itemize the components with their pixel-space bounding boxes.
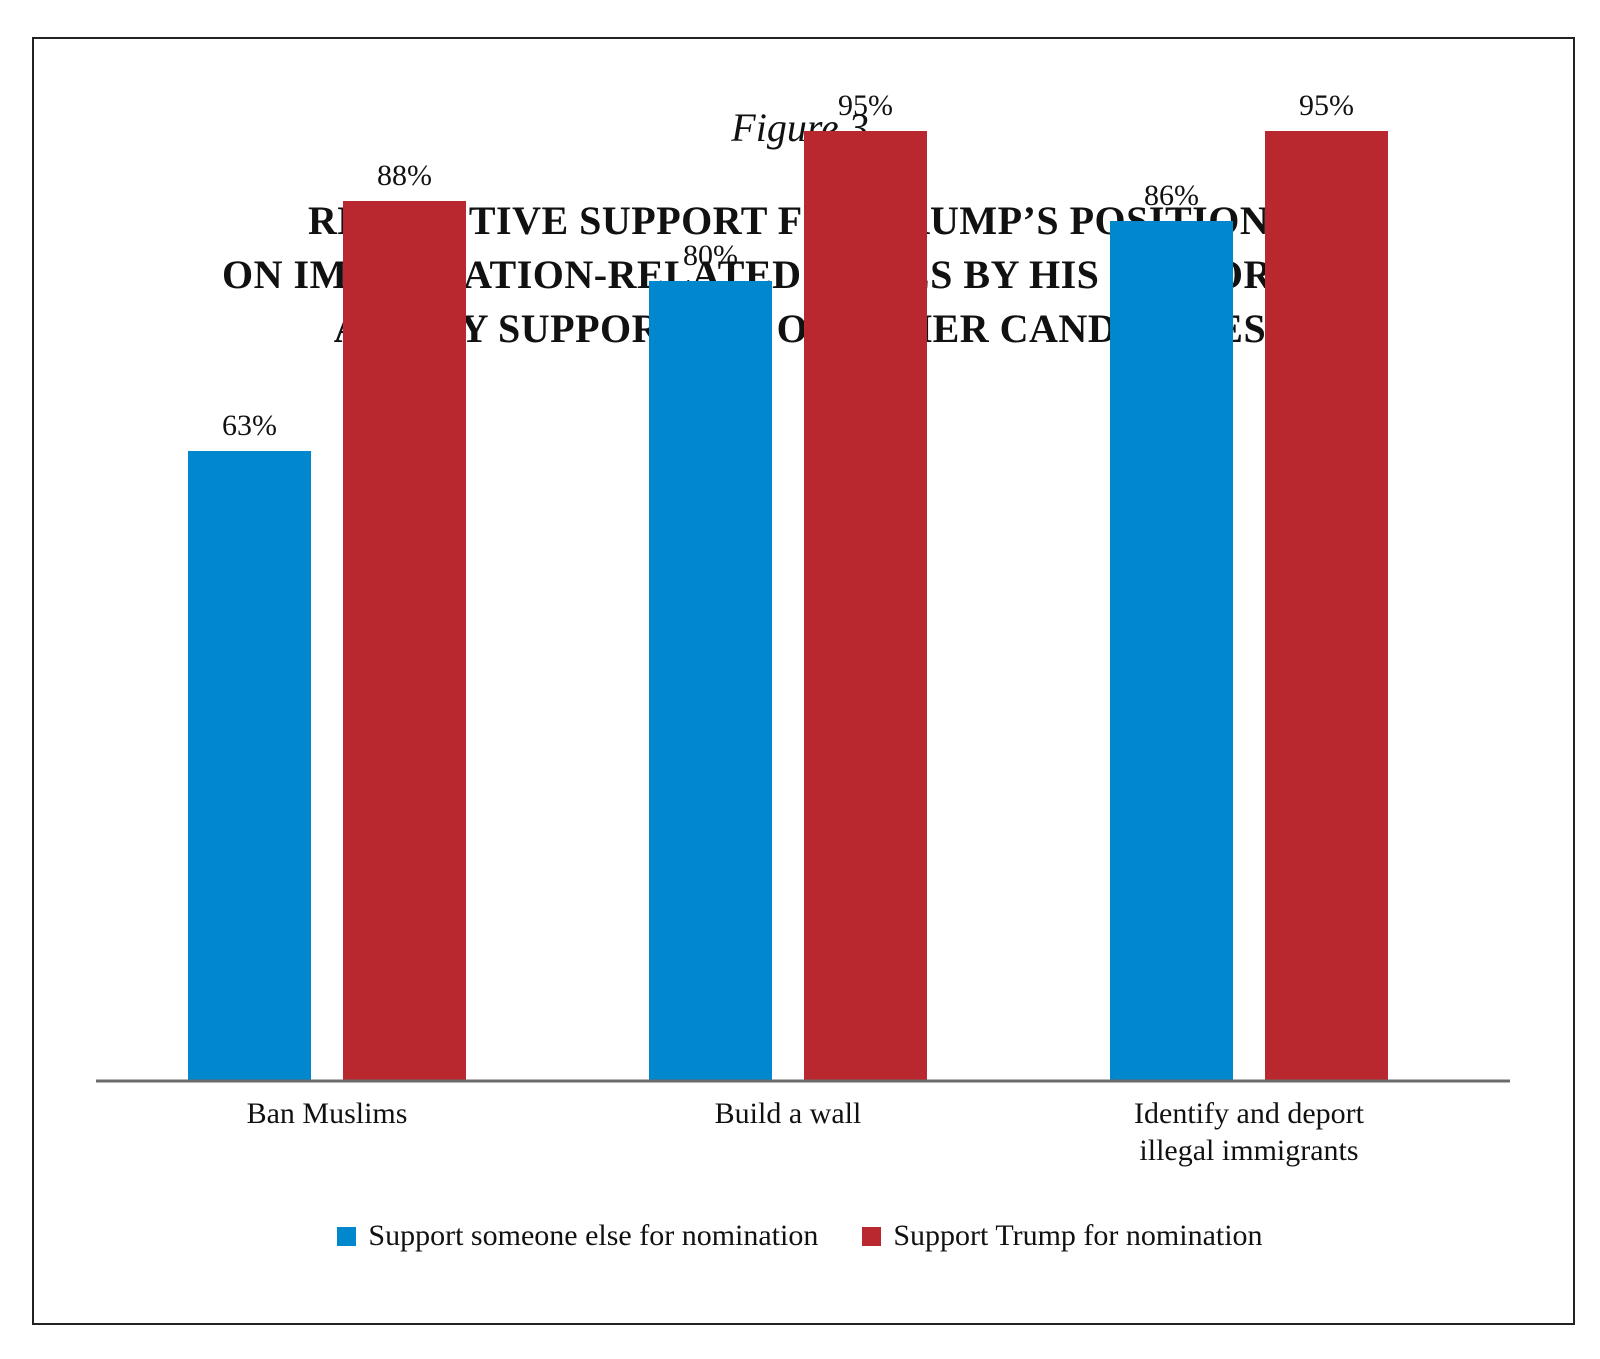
- category-label-1-line-0: Build a wall: [715, 1097, 862, 1130]
- category-label-2-line-0: Identify and deport: [1134, 1097, 1365, 1130]
- figure-frame: [32, 37, 1575, 1325]
- data-label-someone-else-2: 86%: [1144, 179, 1199, 212]
- data-label-trump-2: 95%: [1299, 89, 1354, 122]
- legend-label-trump: Support Trump for nomination: [893, 1219, 1263, 1252]
- data-label-someone-else-1: 80%: [683, 239, 738, 272]
- bar-trump-2: [1265, 131, 1388, 1081]
- category-label-0-line-0: Ban Muslims: [247, 1097, 408, 1130]
- data-label-trump-1: 95%: [838, 89, 893, 122]
- bar-someone-else-1: [649, 281, 772, 1081]
- legend-label-someone-else: Support someone else for nomination: [368, 1219, 819, 1252]
- legend-swatch-trump: [862, 1226, 882, 1246]
- data-label-someone-else-0: 63%: [222, 409, 277, 442]
- category-label-2-line-1: illegal immigrants: [1139, 1134, 1358, 1167]
- legend-item-trump: Support Trump for nomination: [862, 1218, 1263, 1254]
- legend-swatch-someone-else: [337, 1226, 357, 1246]
- bar-someone-else-2: [1110, 221, 1233, 1081]
- bar-trump-0: [343, 201, 466, 1081]
- bar-trump-1: [804, 131, 927, 1081]
- bar-someone-else-0: [188, 451, 311, 1081]
- data-label-trump-0: 88%: [377, 159, 432, 192]
- legend: Support someone else for nomination Supp…: [0, 1218, 1600, 1254]
- legend-item-someone-else: Support someone else for nomination: [337, 1218, 818, 1254]
